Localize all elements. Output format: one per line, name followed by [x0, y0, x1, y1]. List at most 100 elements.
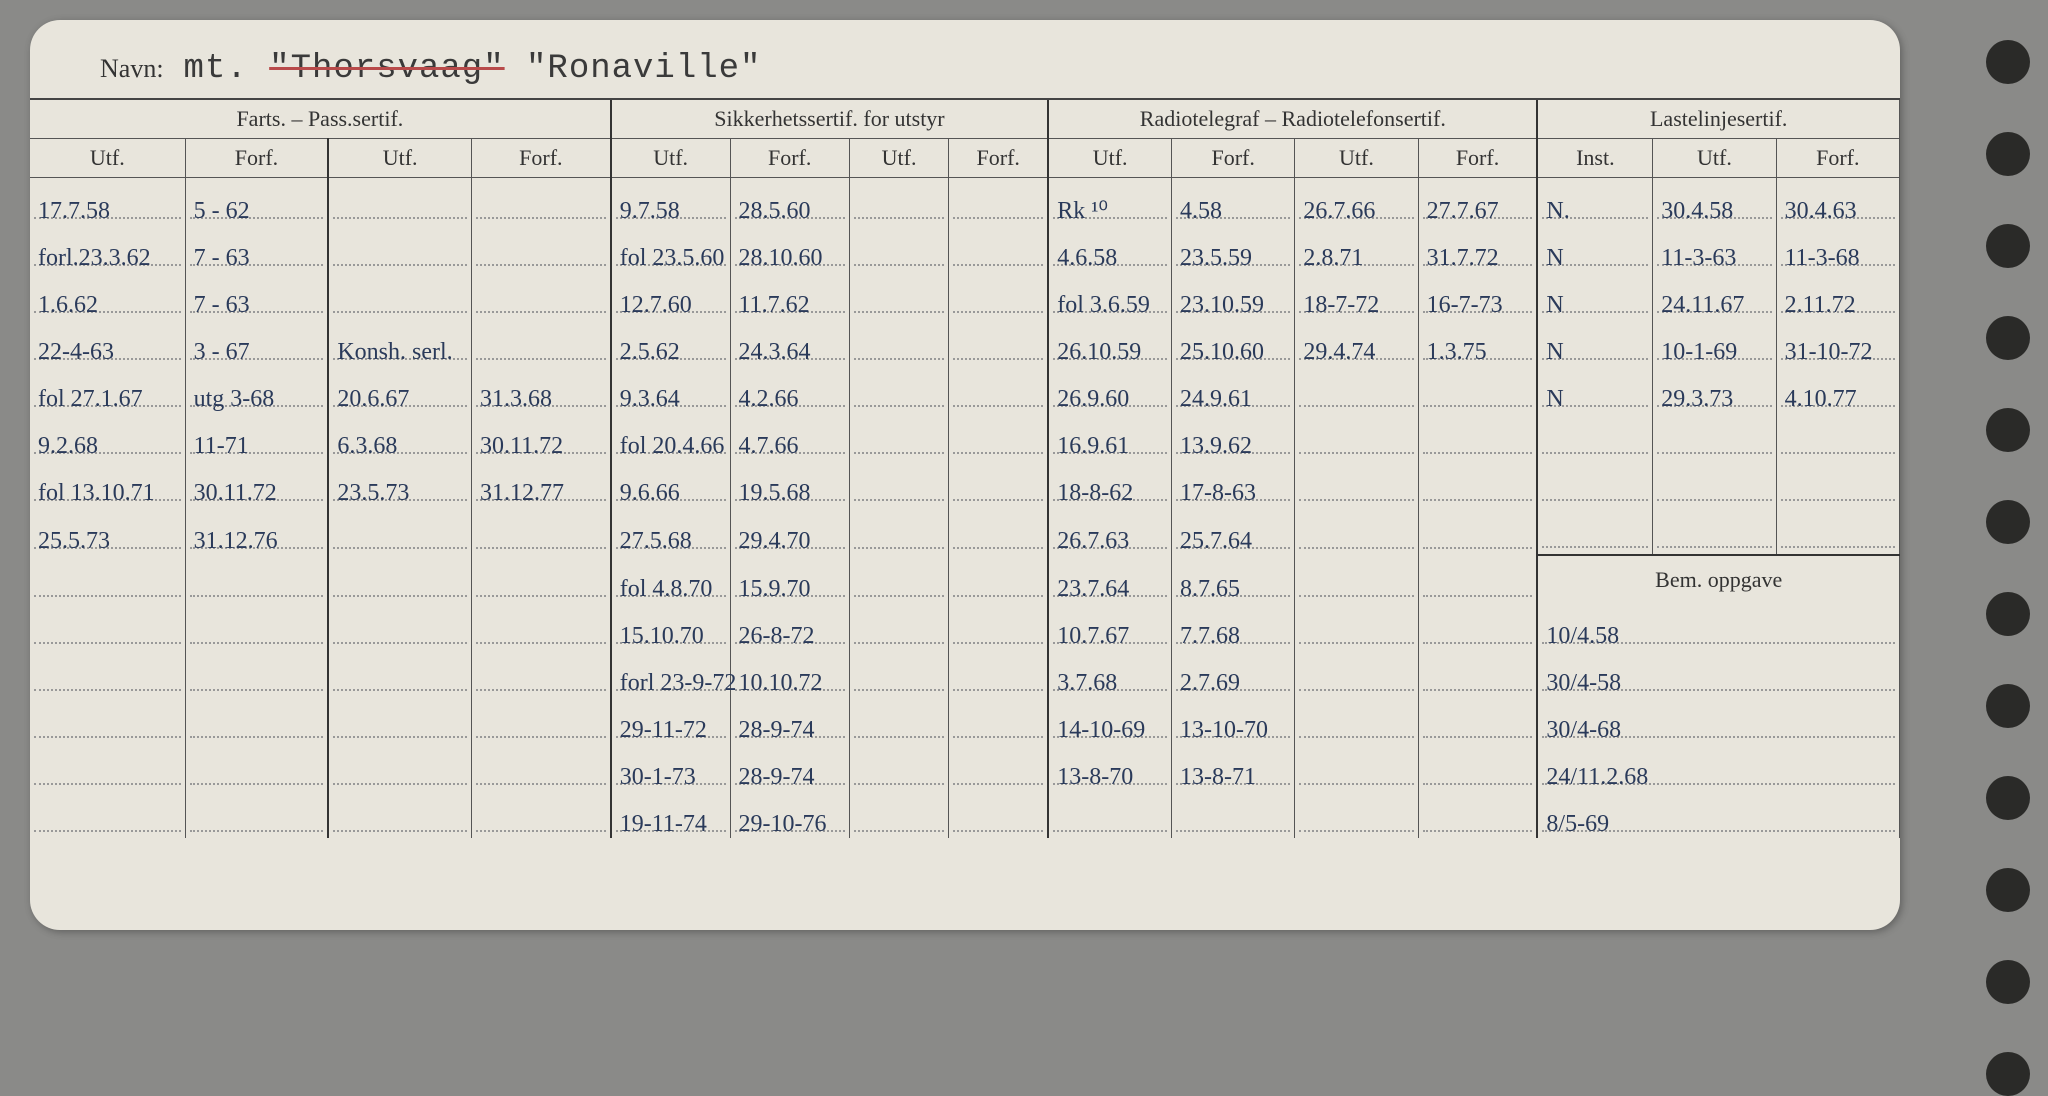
- cell: 2.8.71: [1295, 225, 1418, 272]
- binder-hole: [1986, 316, 2030, 360]
- cell: Konsh. serl.: [328, 319, 471, 366]
- cell: [472, 178, 611, 226]
- cell: 3 - 67: [185, 319, 328, 366]
- cell: 23.10.59: [1172, 272, 1295, 319]
- cell: [949, 697, 1048, 744]
- cell: 31.12.77: [472, 460, 611, 507]
- cell: 18-8-62: [1048, 460, 1171, 507]
- cell: 26.7.66: [1295, 178, 1418, 226]
- group-header-row: Farts. – Pass.sertif. Sikkerhetssertif. …: [30, 100, 1900, 139]
- group-radio: Radiotelegraf – Radiotelefonsertif.: [1048, 100, 1537, 139]
- cell: 3.7.68: [1048, 650, 1171, 697]
- navn-struck: "Thorsvaag": [269, 50, 504, 88]
- cell: 13-8-71: [1172, 744, 1295, 791]
- cell: 15.9.70: [730, 555, 849, 603]
- cell: 30-1-73: [611, 744, 730, 791]
- cell: 1.6.62: [30, 272, 185, 319]
- table-row: 30-1-7328-9-7413-8-7013-8-7124/11.2.68: [30, 744, 1900, 791]
- cell: [1295, 460, 1418, 507]
- cell: [849, 697, 948, 744]
- table-row: 19-11-7429-10-768/5-69: [30, 791, 1900, 838]
- col-forf: Forf.: [472, 139, 611, 178]
- cell: [472, 697, 611, 744]
- binder-hole: [1986, 868, 2030, 912]
- cell: [949, 744, 1048, 791]
- cell: 6.3.68: [328, 413, 471, 460]
- cell: [949, 507, 1048, 555]
- cell: [472, 555, 611, 603]
- cell: 13.9.62: [1172, 413, 1295, 460]
- cell: 2.7.69: [1172, 650, 1295, 697]
- cell: 9.2.68: [30, 413, 185, 460]
- cell: [185, 791, 328, 838]
- cell: [1418, 555, 1537, 603]
- cell: fol 13.10.71: [30, 460, 185, 507]
- col-forf: Forf.: [1776, 139, 1899, 178]
- cell: [1418, 697, 1537, 744]
- cell: 5 - 62: [185, 178, 328, 226]
- cell: N: [1537, 272, 1652, 319]
- cell: 29.4.74: [1295, 319, 1418, 366]
- col-utf: Utf.: [1653, 139, 1776, 178]
- cell: 25.7.64: [1172, 507, 1295, 555]
- cell: [949, 460, 1048, 507]
- cell: [849, 650, 948, 697]
- cell: [849, 178, 948, 226]
- cell: [949, 650, 1048, 697]
- cell: 12.7.60: [611, 272, 730, 319]
- record-card: Navn: mt. "Thorsvaag" "Ronaville" Farts.…: [30, 20, 1900, 930]
- cell: [1295, 791, 1418, 838]
- cell: [1776, 413, 1899, 460]
- cell: 4.7.66: [730, 413, 849, 460]
- cell: 16.9.61: [1048, 413, 1171, 460]
- cell: 15.10.70: [611, 603, 730, 650]
- cell: [30, 744, 185, 791]
- cell: fol 27.1.67: [30, 366, 185, 413]
- col-forf: Forf.: [1418, 139, 1537, 178]
- col-utf: Utf.: [30, 139, 185, 178]
- cell: 23.7.64: [1048, 555, 1171, 603]
- cell: [185, 603, 328, 650]
- binder-hole: [1986, 960, 2030, 1004]
- table-row: forl 23-9-7210.10.723.7.682.7.6930/4-58: [30, 650, 1900, 697]
- cell: [185, 744, 328, 791]
- cell: [1172, 791, 1295, 838]
- cell: 25.10.60: [1172, 319, 1295, 366]
- binder-hole: [1986, 592, 2030, 636]
- col-utf: Utf.: [1295, 139, 1418, 178]
- cell: 17-8-63: [1172, 460, 1295, 507]
- cell: forl.23.3.62: [30, 225, 185, 272]
- cell: 7 - 63: [185, 225, 328, 272]
- cell: 13-10-70: [1172, 697, 1295, 744]
- bem-cell: 24/11.2.68: [1537, 744, 1899, 791]
- col-utf: Utf.: [611, 139, 730, 178]
- cell: 11-71: [185, 413, 328, 460]
- cell: [949, 178, 1048, 226]
- cell: 4.58: [1172, 178, 1295, 226]
- table-row: fol 4.8.7015.9.7023.7.648.7.65Bem. oppga…: [30, 555, 1900, 603]
- cell: [949, 225, 1048, 272]
- cell: [328, 225, 471, 272]
- cell: [472, 650, 611, 697]
- cell: 2.11.72: [1776, 272, 1899, 319]
- cell: 22-4-63: [30, 319, 185, 366]
- binder-hole: [1986, 684, 2030, 728]
- cell: [1295, 744, 1418, 791]
- bem-cell: 30/4-68: [1537, 697, 1899, 744]
- cell: 25.5.73: [30, 507, 185, 555]
- card-header: Navn: mt. "Thorsvaag" "Ronaville": [30, 20, 1900, 100]
- cell: 24.9.61: [1172, 366, 1295, 413]
- col-utf: Utf.: [849, 139, 948, 178]
- cell: 31.7.72: [1418, 225, 1537, 272]
- table-body: 17.7.585 - 629.7.5828.5.60Rk ¹⁰4.5826.7.…: [30, 178, 1900, 839]
- cell: 19-11-74: [611, 791, 730, 838]
- binder-hole: [1986, 408, 2030, 452]
- cell: 13-8-70: [1048, 744, 1171, 791]
- cell: 29.4.70: [730, 507, 849, 555]
- bem-cell: 10/4.58: [1537, 603, 1899, 650]
- cell: 20.6.67: [328, 366, 471, 413]
- cell: 9.3.64: [611, 366, 730, 413]
- binder-hole: [1986, 132, 2030, 176]
- cell: 26-8-72: [730, 603, 849, 650]
- cell: [185, 697, 328, 744]
